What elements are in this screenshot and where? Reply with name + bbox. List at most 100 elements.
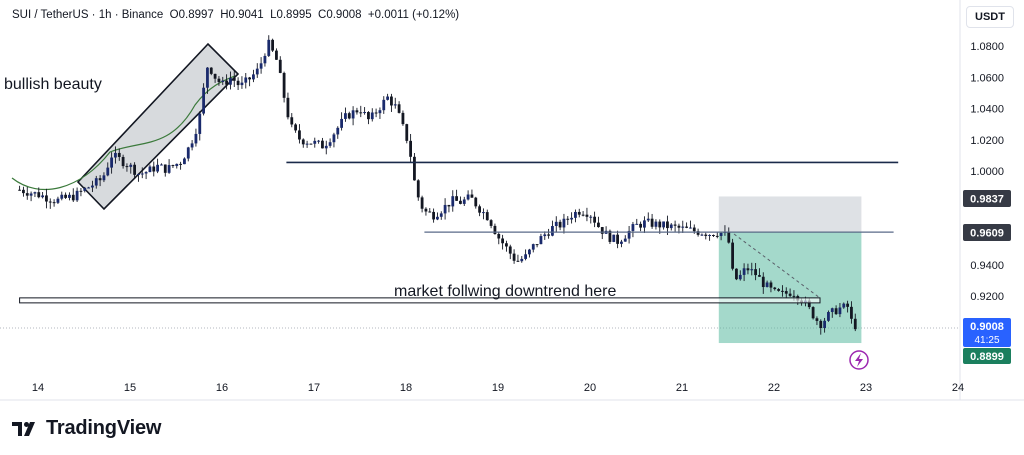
candle-body-up xyxy=(137,174,140,176)
candle xyxy=(232,71,236,87)
candle xyxy=(87,186,90,189)
candle xyxy=(286,92,290,120)
candle-body-down xyxy=(758,275,761,277)
candle-body-down xyxy=(374,112,378,114)
candle xyxy=(217,76,221,86)
time-axis[interactable]: 14 15 16 17 18 19 20 21 22 23 24 xyxy=(32,382,964,394)
candle-body-down xyxy=(853,318,857,330)
price-axis[interactable]: 1.0800 1.0600 1.0400 1.0200 1.0000 0.9400 0.92… xyxy=(970,41,1004,303)
candle-body-up xyxy=(393,104,397,106)
candle xyxy=(643,216,646,234)
candle-body-up xyxy=(344,113,347,119)
candle xyxy=(432,208,435,223)
candlestick-series xyxy=(18,35,857,335)
stop-loss-zone[interactable] xyxy=(718,196,862,233)
symbol-header[interactable]: SUI / TetherUS · 1h · Binance O0.8997 H0… xyxy=(12,9,459,21)
candle-body-down xyxy=(347,113,351,119)
candle xyxy=(152,161,156,177)
candle xyxy=(543,231,547,240)
candle-body-down xyxy=(727,231,731,243)
candle-body-up xyxy=(574,211,577,218)
candle xyxy=(68,192,71,201)
candle xyxy=(313,137,317,148)
candle xyxy=(259,57,263,74)
candle-body-up xyxy=(462,199,466,204)
price-tick-label: 1.0600 xyxy=(970,72,1004,84)
candle xyxy=(133,162,136,179)
candle xyxy=(727,227,731,244)
candle-body-up xyxy=(482,212,485,214)
candle-body-up xyxy=(528,249,531,255)
candle-body-up xyxy=(56,198,60,203)
support-zone-level[interactable] xyxy=(19,297,821,304)
candle-body-down xyxy=(416,180,420,198)
candle-body-down xyxy=(497,234,501,239)
candle xyxy=(719,232,723,241)
candle-body-up xyxy=(543,234,547,237)
ohlc-high: H0.9041 xyxy=(220,9,264,21)
time-tick-label: 21 xyxy=(676,382,688,394)
take-profit-zone[interactable] xyxy=(718,232,862,344)
candle xyxy=(351,106,355,126)
candle-body-down xyxy=(420,197,424,209)
candle xyxy=(271,38,274,52)
price-label-current-text: 0.9008 xyxy=(970,321,1004,333)
candle-body-up xyxy=(451,196,455,207)
bullish-channel-drawing[interactable] xyxy=(76,42,240,211)
candle xyxy=(390,93,393,112)
candle xyxy=(784,287,788,299)
candle xyxy=(25,186,29,200)
candle xyxy=(834,305,838,315)
tradingview-logo-icon xyxy=(12,421,35,436)
time-tick-label: 22 xyxy=(768,382,780,394)
candle-body-up xyxy=(41,195,44,198)
candle-body-down xyxy=(685,226,688,228)
currency-button[interactable]: USDT xyxy=(966,6,1014,28)
ohlc-change: +0.0011 (+0.12%) xyxy=(367,9,460,21)
candle-body-down xyxy=(746,268,750,271)
price-label-target-text: 0.8899 xyxy=(970,351,1004,363)
candle-body-down xyxy=(236,80,240,86)
candle-body-down xyxy=(478,206,481,213)
candle xyxy=(370,108,374,122)
candle xyxy=(612,234,616,243)
candle xyxy=(673,220,677,232)
candle xyxy=(114,146,117,164)
candle-body-down xyxy=(616,234,619,244)
candle-body-down xyxy=(217,78,221,82)
candle xyxy=(462,196,466,207)
candle xyxy=(167,159,171,174)
candle xyxy=(853,313,857,332)
candle xyxy=(140,167,144,179)
candle-body-down xyxy=(409,140,412,157)
candle xyxy=(604,226,608,234)
candle-body-up xyxy=(140,173,144,175)
candle xyxy=(98,175,102,187)
candle xyxy=(60,191,64,201)
candle-body-up xyxy=(240,82,244,86)
moving-average-line xyxy=(11,75,236,191)
time-tick-label: 24 xyxy=(952,382,964,394)
candle xyxy=(363,107,366,115)
candle-body-down xyxy=(413,156,416,181)
candle-body-up xyxy=(382,99,386,111)
candle xyxy=(175,163,179,169)
candle xyxy=(324,140,328,155)
candle-body-down xyxy=(696,231,700,235)
candle-body-up xyxy=(221,80,225,82)
candle-body-down xyxy=(301,139,305,145)
candle xyxy=(574,209,577,223)
tradingview-logo[interactable]: TradingView xyxy=(12,417,161,440)
candle-body-down xyxy=(754,269,757,276)
candle xyxy=(589,215,593,224)
candle xyxy=(773,286,777,291)
lightning-alert-icon[interactable] xyxy=(849,350,869,370)
time-tick-label: 19 xyxy=(492,382,504,394)
candle-body-up xyxy=(175,163,179,167)
candle xyxy=(662,221,665,230)
candle xyxy=(823,317,826,333)
candle xyxy=(497,231,501,245)
candle xyxy=(106,162,110,177)
price-label-entry: 0.9609 xyxy=(963,224,1011,241)
